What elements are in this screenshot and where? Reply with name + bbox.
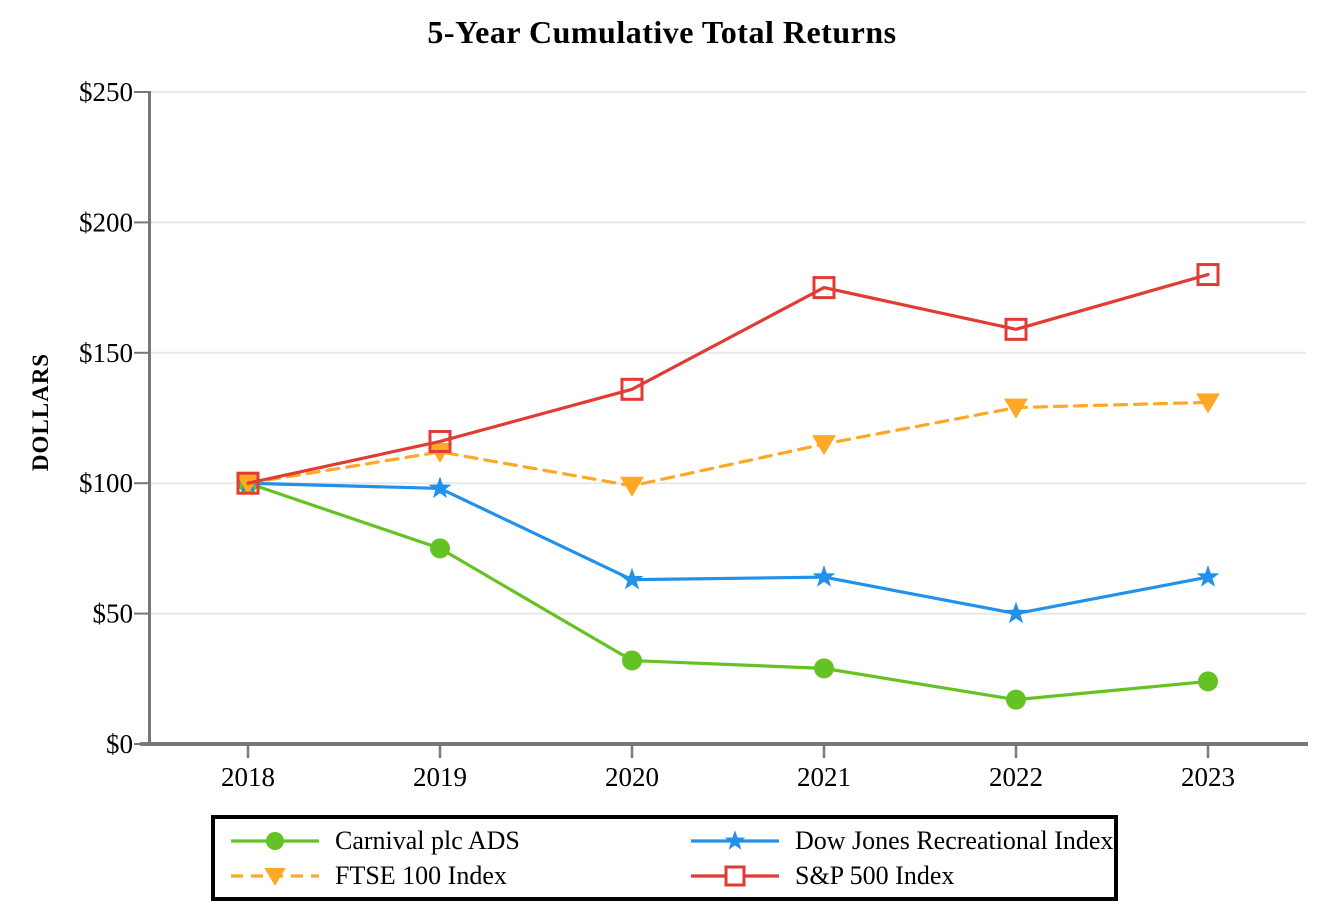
star-marker <box>428 476 452 499</box>
legend-marker-sp-500 <box>691 865 779 886</box>
series-line-dow-jones-recreational-index <box>246 481 1210 616</box>
legend-square-marker <box>724 865 746 886</box>
legend-item-dow-jones-recreational: Dow Jones Recreational Index <box>689 826 1114 856</box>
circle-marker <box>622 650 642 671</box>
series-line-ftse-100-index <box>246 400 1210 488</box>
y-tick-label: $100 <box>79 468 133 498</box>
y-tick-label: $200 <box>79 207 133 237</box>
legend-item-sp-500: S&P 500 Index <box>689 861 1114 891</box>
y-tick-label: $0 <box>106 729 133 759</box>
circle-marker <box>1006 689 1026 710</box>
square-marker <box>428 429 452 453</box>
x-tick-label: 2019 <box>413 762 467 792</box>
square-marker <box>1196 263 1220 287</box>
legend-label-ftse-100: FTSE 100 Index <box>335 860 507 890</box>
legend-label-dow-jones-recreational: Dow Jones Recreational Index <box>795 825 1114 855</box>
legend-item-ftse-100: FTSE 100 Index <box>229 861 689 891</box>
plot-area: $0 $50 $100 $150 $200 $250 2018 2019 2020 2021 202… <box>79 77 1308 792</box>
y-tick-label: $150 <box>79 338 133 368</box>
legend-label-sp-500: S&P 500 Index <box>795 860 955 890</box>
legend-item-carnival-plc-ads: Carnival plc ADS <box>229 826 689 856</box>
star-marker <box>1196 565 1220 587</box>
x-tick-label: 2021 <box>797 762 851 792</box>
series-line-s-p-500-index <box>246 272 1210 485</box>
legend-label-carnival-plc-ads: Carnival plc ADS <box>335 825 520 855</box>
triangle-down-marker <box>1196 393 1220 414</box>
triangle-down-marker <box>812 435 836 456</box>
circle-marker <box>1198 671 1218 692</box>
square-marker <box>620 377 644 401</box>
star-marker <box>724 829 746 850</box>
circle-marker <box>814 658 834 679</box>
square-marker <box>1004 317 1028 341</box>
legend-box: Carnival plc ADS Dow Jones Recreational … <box>211 815 1118 901</box>
circle-marker <box>266 831 284 850</box>
x-tick-label: 2018 <box>221 762 275 792</box>
star-marker <box>812 565 836 587</box>
star-marker <box>1004 601 1028 624</box>
triangle-down-marker <box>264 867 286 886</box>
triangle-down-marker <box>1004 398 1028 419</box>
legend-marker-dow-jones-recreational <box>691 829 779 850</box>
y-tick-label: $50 <box>93 599 134 629</box>
circle-marker <box>430 538 450 559</box>
square-marker <box>236 471 260 495</box>
series-line-carnival-plc-ads <box>246 481 1210 702</box>
x-tick-label: 2023 <box>1181 762 1235 792</box>
square-marker <box>812 276 836 300</box>
chart-title: 5-Year Cumulative Total Returns <box>427 14 897 50</box>
y-tick-label: $250 <box>79 77 133 107</box>
legend-marker-carnival-plc-ads <box>231 831 319 850</box>
x-tick-label: 2020 <box>605 762 659 792</box>
legend-marker-ftse-100 <box>231 867 319 886</box>
triangle-down-marker <box>620 476 644 497</box>
x-tick-label: 2022 <box>989 762 1043 792</box>
star-marker <box>620 567 644 590</box>
